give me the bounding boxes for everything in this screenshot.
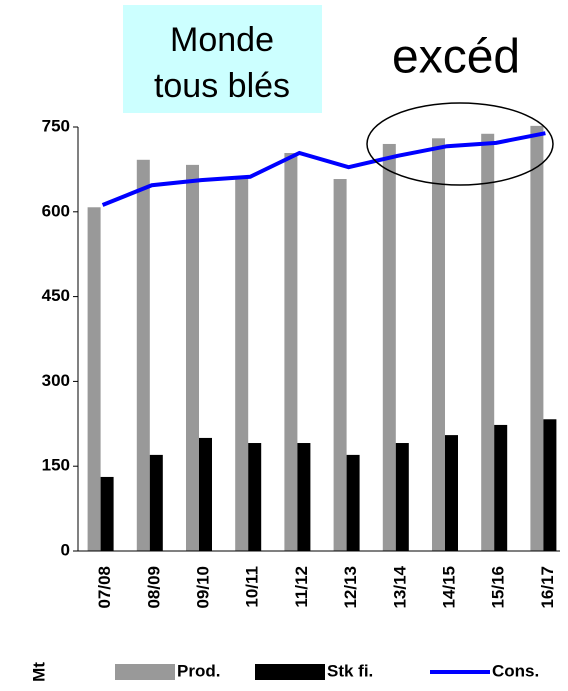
y-tick-label: 450 bbox=[42, 286, 70, 305]
x-tick-label: 10/11 bbox=[243, 566, 262, 608]
bar bbox=[346, 454, 360, 551]
chart-title: Monde bbox=[170, 21, 274, 59]
bar bbox=[284, 153, 298, 551]
x-tick-label: 14/15 bbox=[439, 566, 458, 609]
x-tick-label: 12/13 bbox=[341, 566, 360, 609]
x-tick-label: 07/08 bbox=[95, 566, 114, 609]
annotation-ellipse bbox=[366, 102, 554, 186]
legend-label: Prod. bbox=[177, 661, 220, 680]
bar bbox=[297, 443, 311, 551]
x-tick-label: 13/14 bbox=[390, 565, 409, 608]
bar bbox=[136, 159, 150, 551]
bar bbox=[432, 138, 445, 551]
x-tick-label: 16/17 bbox=[538, 566, 557, 609]
line bbox=[101, 131, 546, 207]
legend-label: Stk fi. bbox=[327, 661, 373, 680]
legend-swatch bbox=[255, 664, 325, 680]
x-tick-label: 15/16 bbox=[489, 566, 508, 609]
bar bbox=[235, 176, 249, 551]
bar bbox=[395, 443, 409, 551]
legend-label: Cons. bbox=[492, 661, 539, 680]
x-tick-label: 09/10 bbox=[193, 566, 212, 609]
bar bbox=[100, 476, 114, 551]
title-box bbox=[123, 5, 322, 113]
annotation: excéd bbox=[392, 31, 520, 84]
y-tick-label: 600 bbox=[42, 201, 70, 220]
chart-title: tous blés bbox=[154, 67, 290, 105]
bar bbox=[543, 419, 557, 551]
bar bbox=[333, 179, 347, 551]
y-axis-label: Mt bbox=[29, 662, 48, 682]
y-tick-label: 150 bbox=[42, 456, 70, 475]
bar bbox=[530, 125, 544, 552]
bar bbox=[481, 133, 495, 551]
bar bbox=[494, 424, 508, 551]
bar bbox=[199, 437, 212, 551]
bar bbox=[186, 164, 199, 552]
x-tick-label: 11/12 bbox=[292, 566, 311, 608]
bar bbox=[445, 435, 458, 551]
y-tick-label: 300 bbox=[42, 371, 70, 390]
y-tick-label: 0 bbox=[61, 540, 70, 559]
x-tick-label: 08/09 bbox=[144, 566, 163, 609]
y-tick-label: 750 bbox=[42, 116, 70, 135]
bar bbox=[149, 454, 163, 551]
legend-swatch bbox=[115, 664, 175, 680]
bar bbox=[382, 143, 396, 551]
bar bbox=[87, 207, 101, 551]
bar bbox=[248, 443, 262, 551]
